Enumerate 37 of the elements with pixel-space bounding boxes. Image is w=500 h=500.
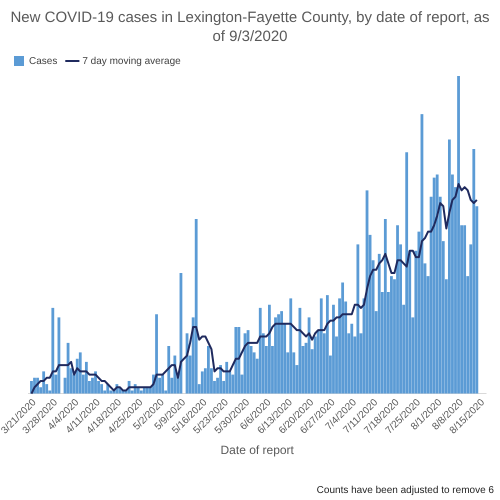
bar — [280, 311, 284, 394]
bar — [219, 365, 222, 394]
bar — [274, 317, 277, 394]
bar — [341, 282, 344, 394]
bar — [308, 317, 310, 394]
bar — [448, 140, 451, 394]
bar — [244, 333, 246, 394]
bar — [66, 342, 70, 394]
x-axis-title: Date of report — [220, 443, 295, 458]
bar — [186, 333, 188, 394]
bar — [234, 326, 238, 394]
chart-title: New COVID-19 cases in Lexington-Fayette County, by date of report, as of 9/3/2020 — [9, 8, 491, 46]
bar — [246, 330, 250, 394]
bar — [332, 304, 335, 394]
text: Counts have been adjusted to remove 6 — [316, 485, 494, 496]
bar — [100, 384, 104, 394]
bar — [161, 374, 164, 394]
bar — [326, 295, 329, 394]
bar — [366, 190, 368, 394]
bar — [396, 225, 399, 394]
bar — [356, 244, 360, 394]
bar — [238, 326, 240, 394]
bar — [457, 76, 460, 394]
bar — [268, 304, 271, 394]
bar — [298, 308, 302, 394]
bar — [277, 314, 280, 394]
bar — [58, 317, 60, 394]
bar — [463, 225, 466, 394]
legend-label: 7 day moving average — [82, 56, 182, 67]
bar — [206, 346, 210, 394]
bar — [420, 114, 424, 394]
bar — [155, 314, 158, 394]
legend-label: Cases — [29, 56, 58, 67]
bar — [432, 178, 436, 394]
bar — [84, 362, 88, 394]
bar — [180, 272, 182, 394]
bar — [390, 276, 393, 394]
